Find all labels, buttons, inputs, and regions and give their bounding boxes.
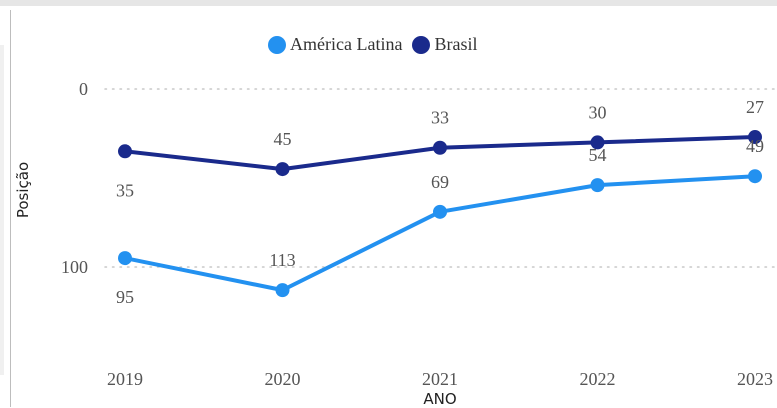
- data-point: [590, 178, 605, 193]
- data-point: [590, 135, 605, 150]
- data-point: [275, 162, 290, 177]
- top-border: [0, 0, 777, 6]
- legend-marker-america-latina: [268, 35, 286, 54]
- chart-legend: América Latina Brasil: [268, 34, 477, 55]
- legend-item-brasil[interactable]: Brasil: [412, 34, 477, 55]
- x-tick-label: 2022: [580, 369, 616, 389]
- data-label: 113: [269, 250, 295, 270]
- legend-marker-brasil: [412, 35, 431, 54]
- x-tick-label: 2020: [265, 369, 301, 389]
- data-point: [118, 251, 132, 266]
- legend-label-america-latina: América Latina: [290, 34, 403, 54]
- data-point: [748, 169, 762, 184]
- data-label: 69: [431, 172, 449, 192]
- y-tick-label: 0: [79, 79, 88, 99]
- data-label: 30: [589, 102, 607, 122]
- legend-label-brasil: Brasil: [434, 34, 478, 54]
- data-point: [433, 204, 447, 219]
- x-axis-title: ANO: [423, 390, 457, 408]
- data-point: [748, 130, 762, 145]
- data-label: 49: [746, 136, 764, 156]
- x-tick-label: 2021: [422, 369, 458, 389]
- x-tick-label: 2019: [107, 369, 143, 389]
- data-label: 35: [116, 180, 134, 200]
- data-label: 33: [431, 108, 449, 128]
- legend-item-america-latina[interactable]: América Latina: [268, 34, 402, 55]
- data-label: 27: [746, 97, 764, 117]
- data-label: 54: [589, 145, 607, 165]
- data-point: [118, 144, 132, 159]
- panel-divider: [10, 10, 11, 407]
- side-strip: [0, 45, 4, 375]
- x-tick-label: 2023: [737, 369, 773, 389]
- y-tick-label: 100: [61, 257, 88, 277]
- data-label: 45: [274, 129, 292, 149]
- data-point: [433, 140, 447, 155]
- data-point: [275, 283, 290, 298]
- series-line-0: [123, 174, 757, 293]
- data-label: 95: [116, 287, 134, 307]
